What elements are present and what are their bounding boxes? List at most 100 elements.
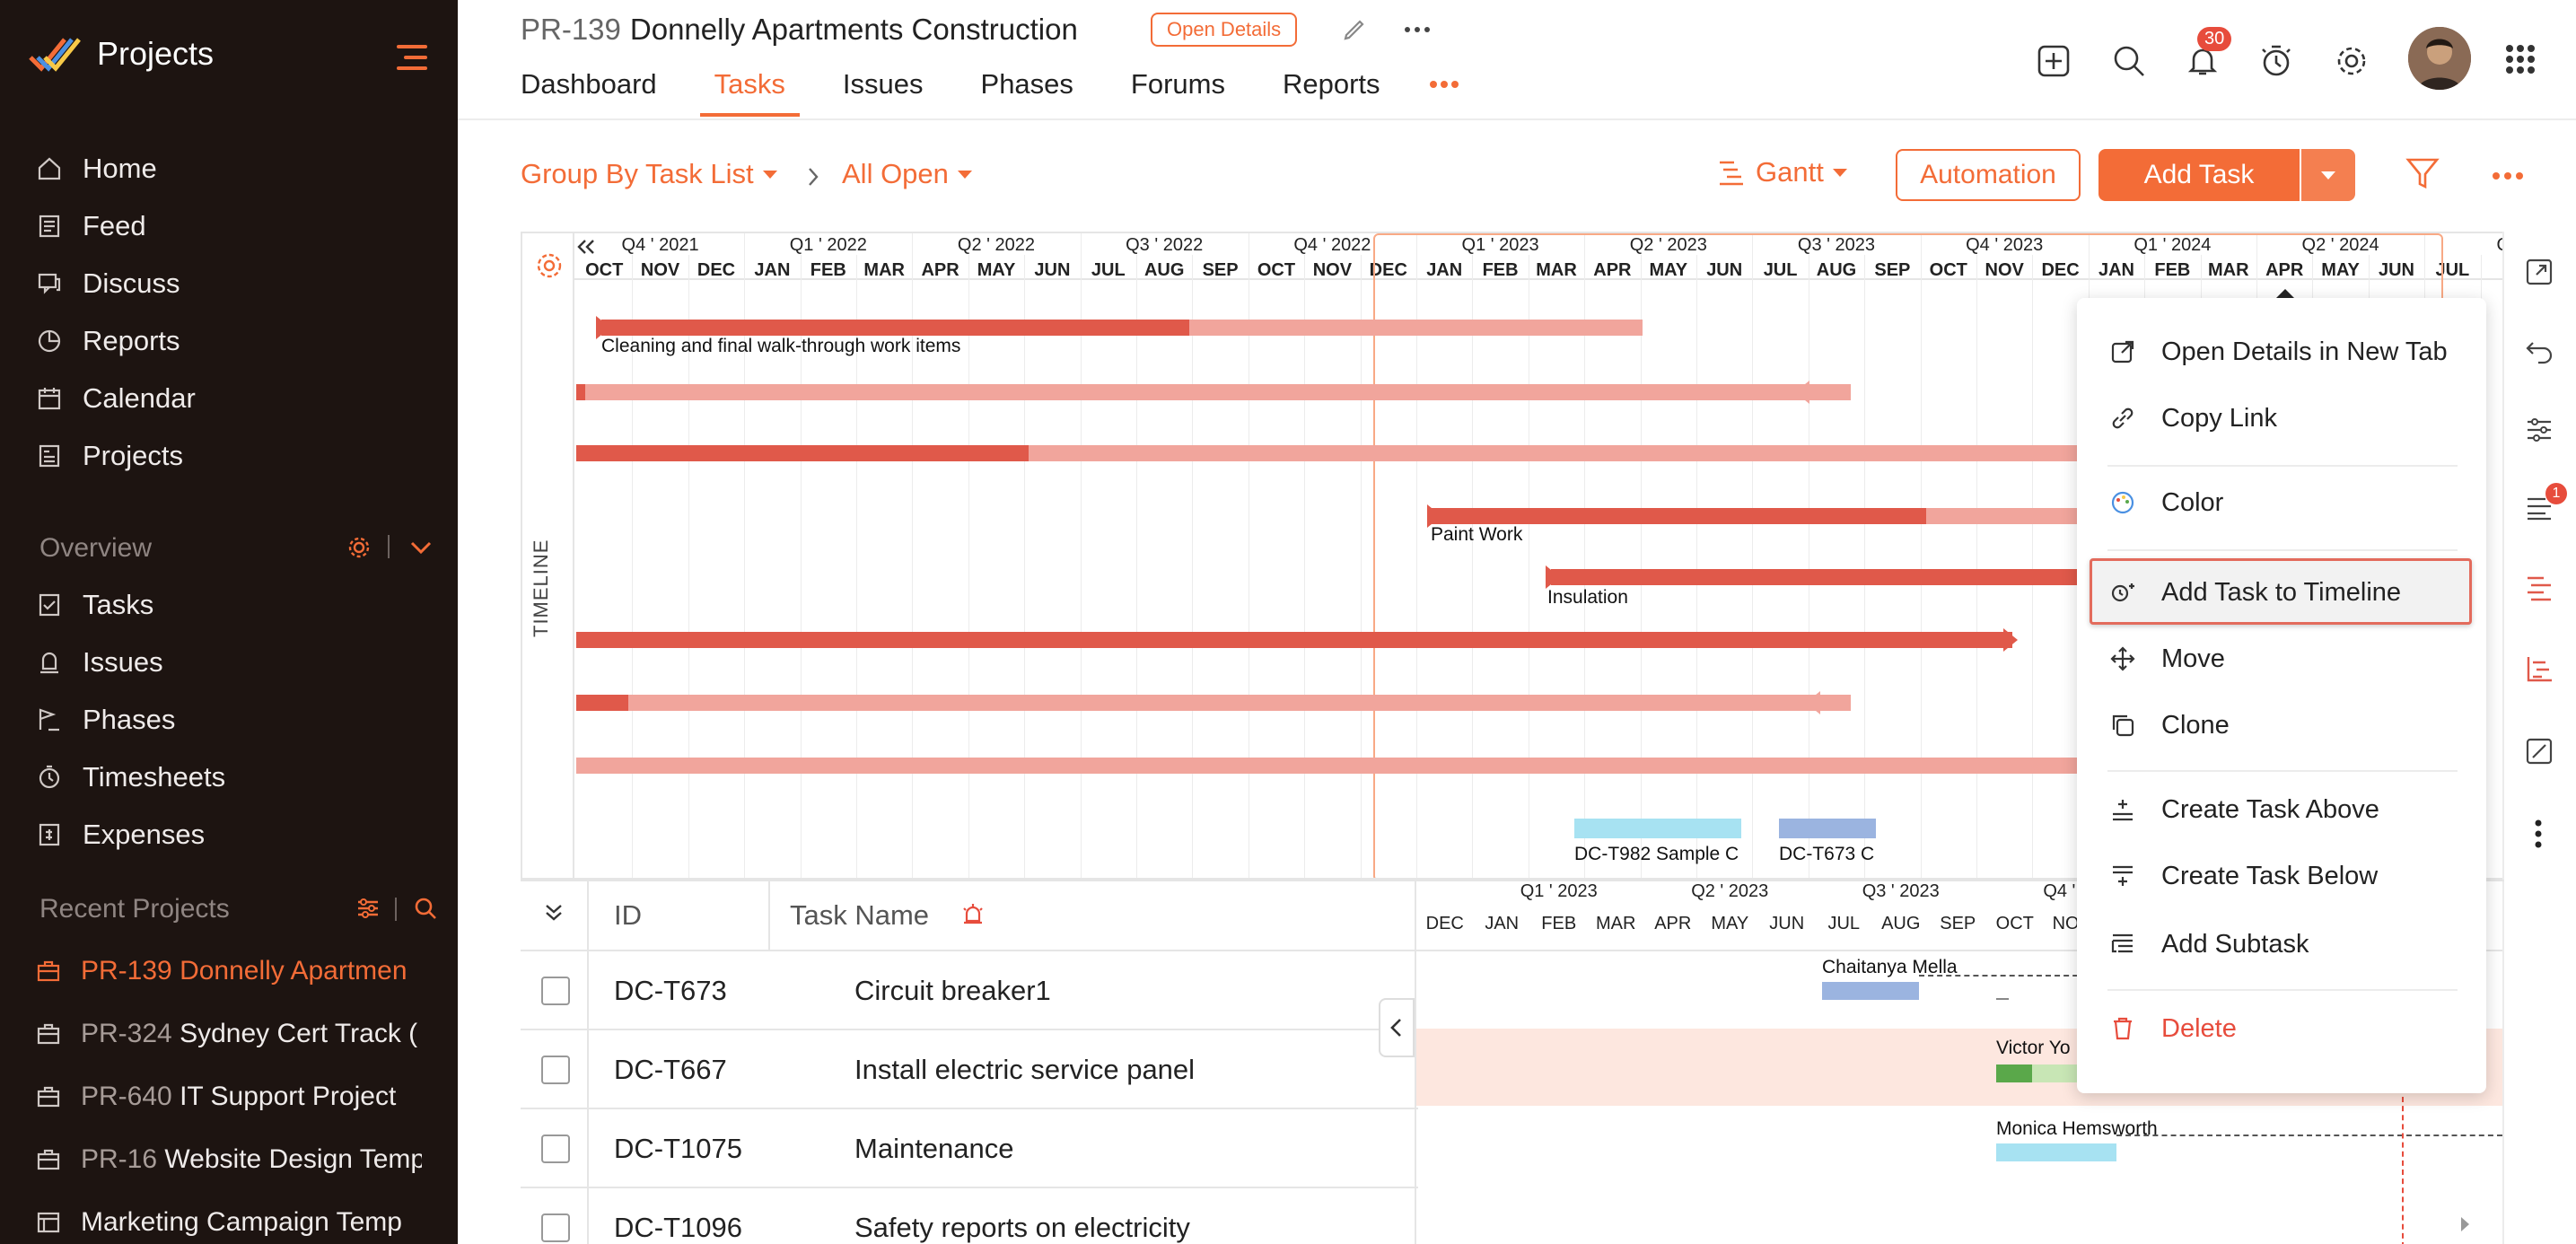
task-name[interactable]: Install electric service panel bbox=[854, 1054, 1196, 1085]
hierarchy-icon[interactable] bbox=[2524, 653, 2554, 684]
undo-icon[interactable] bbox=[2524, 336, 2554, 366]
filter-dropdown[interactable]: All Open bbox=[842, 158, 972, 190]
menu-create-task-above[interactable]: Create Task Above bbox=[2077, 781, 2486, 838]
task-bar[interactable] bbox=[1996, 1143, 2116, 1161]
gantt-bar[interactable] bbox=[601, 320, 1643, 336]
gantt-lines-icon[interactable] bbox=[2524, 573, 2554, 603]
collapse-panel-button[interactable] bbox=[1379, 998, 1415, 1057]
menu-create-task-below[interactable]: Create Task Below bbox=[2077, 847, 2486, 905]
more-vertical-icon[interactable] bbox=[2533, 819, 2544, 849]
collapse-all-icon[interactable] bbox=[542, 901, 565, 924]
task-id[interactable]: DC-T1096 bbox=[614, 1212, 742, 1243]
nav-timesheets[interactable]: Timesheets bbox=[36, 759, 225, 795]
more-options-icon[interactable] bbox=[2492, 171, 2524, 181]
menu-toggle-icon[interactable] bbox=[397, 45, 427, 70]
task-name[interactable]: Circuit breaker1 bbox=[854, 975, 1051, 1006]
menu-color[interactable]: Color bbox=[2077, 474, 2486, 531]
group-by-dropdown[interactable]: Group By Task List bbox=[521, 158, 777, 190]
tab-tasks[interactable]: Tasks bbox=[699, 68, 801, 117]
menu-clone[interactable]: Clone bbox=[2077, 696, 2486, 754]
filter-sliders-icon[interactable] bbox=[355, 896, 381, 921]
search-icon[interactable] bbox=[413, 896, 438, 921]
task-id[interactable]: DC-T1075 bbox=[614, 1133, 742, 1164]
row-checkbox[interactable] bbox=[541, 1056, 570, 1084]
gantt-bar[interactable] bbox=[576, 758, 2156, 774]
tab-issues[interactable]: Issues bbox=[842, 68, 924, 100]
nav-calendar[interactable]: Calendar bbox=[36, 381, 196, 416]
scroll-left-double-chevron-icon[interactable] bbox=[576, 239, 596, 255]
nav-expenses[interactable]: Expenses bbox=[36, 817, 205, 853]
scroll-right-icon[interactable] bbox=[2458, 1215, 2472, 1233]
filter-funnel-icon[interactable] bbox=[2405, 156, 2440, 192]
more-tabs-icon[interactable] bbox=[1429, 79, 1459, 90]
task-name[interactable]: Safety reports on electricity bbox=[854, 1212, 1190, 1243]
timer-icon[interactable] bbox=[2258, 43, 2294, 79]
timeline-settings-icon[interactable] bbox=[535, 251, 564, 280]
brand[interactable]: Projects bbox=[29, 34, 214, 74]
user-avatar[interactable] bbox=[2408, 27, 2471, 90]
tab-reports[interactable]: Reports bbox=[1283, 68, 1380, 100]
menu-open-details-new-tab[interactable]: Open Details in New Tab bbox=[2077, 323, 2486, 381]
row-checkbox[interactable] bbox=[541, 1134, 570, 1163]
recent-project-item[interactable]: PR-324 Sydney Cert Track ( bbox=[36, 1016, 422, 1052]
recent-project-item[interactable]: Marketing Campaign Temp bbox=[36, 1205, 422, 1240]
task-bar[interactable] bbox=[1996, 1064, 2081, 1082]
recent-project-item[interactable]: PR-16 Website Design Temp bbox=[36, 1142, 422, 1178]
menu-delete[interactable]: Delete bbox=[2077, 1000, 2486, 1057]
grid-line bbox=[1360, 255, 1362, 878]
menu-add-task-to-timeline[interactable]: Add Task to Timeline bbox=[2077, 564, 2486, 621]
apps-grid-icon[interactable] bbox=[2504, 43, 2537, 75]
bell-icon[interactable] bbox=[2185, 43, 2221, 79]
recent-project-name: Marketing Campaign Temp bbox=[81, 1207, 402, 1237]
nav-issues[interactable]: Issues bbox=[36, 644, 163, 680]
alarm-icon[interactable] bbox=[960, 901, 986, 926]
nav-home[interactable]: Home bbox=[36, 151, 157, 187]
gantt-bar[interactable] bbox=[1431, 508, 2149, 524]
gantt-bar[interactable] bbox=[576, 695, 1851, 711]
gantt-bar[interactable] bbox=[576, 632, 2012, 648]
task-id[interactable]: DC-T667 bbox=[614, 1054, 727, 1085]
tab-dashboard[interactable]: Dashboard bbox=[521, 68, 657, 100]
gantt-bar[interactable] bbox=[1551, 569, 2179, 585]
row-checkbox[interactable] bbox=[541, 1213, 570, 1242]
recent-project-item[interactable]: PR-139 Donnelly Apartmen bbox=[36, 953, 422, 989]
add-task-button[interactable]: Add Task bbox=[2098, 149, 2300, 201]
nav-projects[interactable]: Projects bbox=[36, 438, 183, 474]
timeline-chip[interactable] bbox=[1574, 819, 1741, 838]
list-settings-icon[interactable] bbox=[2524, 492, 2554, 522]
overview-settings-icon[interactable] bbox=[346, 535, 372, 560]
task-id[interactable]: DC-T673 bbox=[614, 975, 727, 1006]
nav-phases[interactable]: Phases bbox=[36, 702, 175, 738]
row-checkbox[interactable] bbox=[541, 977, 570, 1005]
tab-forums[interactable]: Forums bbox=[1130, 68, 1225, 100]
recent-project-item[interactable]: PR-640 IT Support Project bbox=[36, 1079, 422, 1115]
task-name[interactable]: Maintenance bbox=[854, 1133, 1014, 1164]
add-task-options-button[interactable] bbox=[2301, 149, 2355, 201]
column-header-task-name[interactable]: Task Name bbox=[790, 899, 930, 931]
menu-add-subtask[interactable]: Add Subtask bbox=[2077, 915, 2486, 973]
view-dropdown[interactable]: Gantt bbox=[1716, 156, 1847, 188]
nav-feed[interactable]: Feed bbox=[36, 208, 146, 244]
menu-copy-link[interactable]: Copy Link bbox=[2077, 390, 2486, 447]
sliders-icon[interactable] bbox=[2524, 415, 2554, 445]
add-new-icon[interactable] bbox=[2036, 43, 2072, 79]
open-details-button[interactable]: Open Details bbox=[1151, 13, 1298, 47]
column-header-id[interactable]: ID bbox=[614, 899, 642, 931]
baseline-icon[interactable] bbox=[2524, 736, 2554, 767]
timeline-chip[interactable] bbox=[1779, 819, 1876, 838]
search-icon[interactable] bbox=[2111, 43, 2147, 79]
more-horizontal-icon[interactable] bbox=[1404, 25, 1431, 34]
edit-pencil-icon[interactable] bbox=[1341, 16, 1368, 43]
automation-button[interactable]: Automation bbox=[1896, 149, 2081, 201]
chevron-down-icon[interactable] bbox=[409, 539, 433, 556]
gantt-bar[interactable] bbox=[576, 445, 2156, 461]
nav-discuss[interactable]: Discuss bbox=[36, 266, 180, 302]
expand-icon[interactable] bbox=[2524, 257, 2554, 287]
gantt-bar[interactable] bbox=[576, 384, 1851, 400]
settings-gear-icon[interactable] bbox=[2334, 43, 2370, 79]
menu-move[interactable]: Move bbox=[2077, 630, 2486, 688]
nav-tasks[interactable]: Tasks bbox=[36, 587, 153, 623]
nav-reports[interactable]: Reports bbox=[36, 323, 180, 359]
task-bar[interactable] bbox=[1822, 982, 1919, 1000]
tab-phases[interactable]: Phases bbox=[980, 68, 1073, 100]
